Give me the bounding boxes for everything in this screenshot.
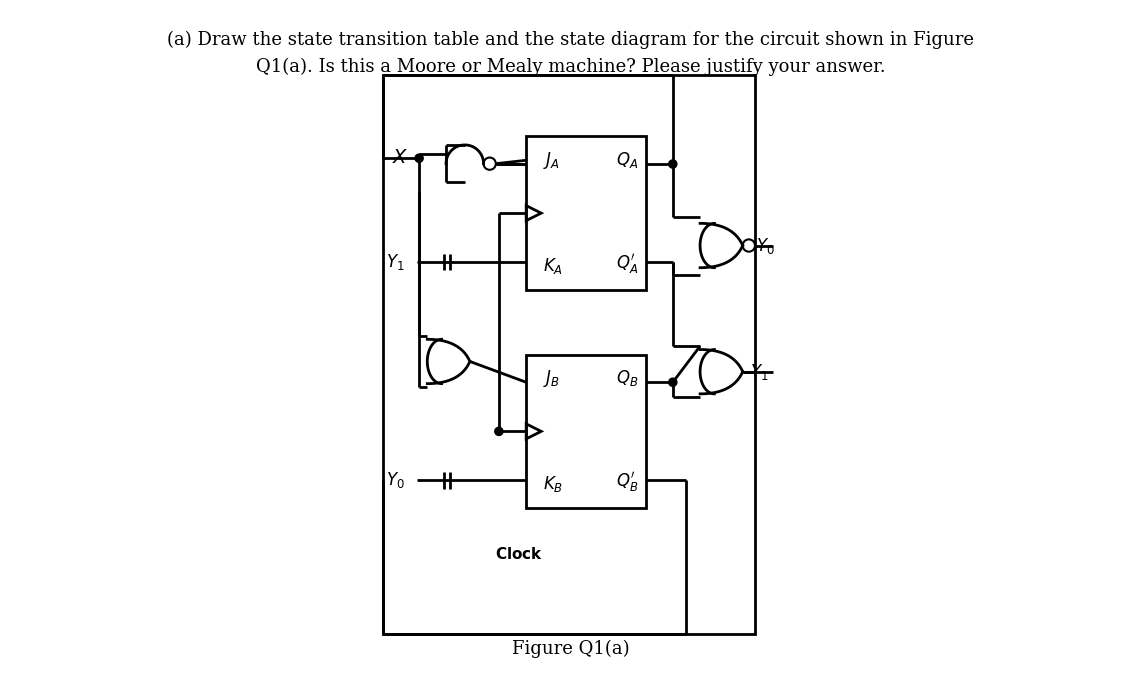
Circle shape <box>495 427 503 436</box>
Text: $\mathbf{Clock}$: $\mathbf{Clock}$ <box>495 546 543 561</box>
Bar <box>383 75 754 634</box>
Text: $J_A$: $J_A$ <box>543 150 560 171</box>
Text: $Y_1$: $Y_1$ <box>750 361 768 382</box>
Text: $K_A$: $K_A$ <box>543 256 564 276</box>
Text: $Q_B$: $Q_B$ <box>616 368 639 388</box>
Circle shape <box>415 154 423 162</box>
Text: Figure Q1(a): Figure Q1(a) <box>511 640 630 658</box>
Text: Q1(a). Is this a Moore or Mealy machine? Please justify your answer.: Q1(a). Is this a Moore or Mealy machine?… <box>256 58 885 76</box>
Circle shape <box>669 160 677 168</box>
Text: $Q_A$: $Q_A$ <box>616 150 639 170</box>
Text: $K_B$: $K_B$ <box>543 475 564 494</box>
Text: $Y_0$: $Y_0$ <box>387 471 405 490</box>
Text: $Y_0$: $Y_0$ <box>756 235 775 256</box>
Bar <box>526 136 646 290</box>
Text: $Q_A'$: $Q_A'$ <box>616 252 639 276</box>
Text: $Q_B'$: $Q_B'$ <box>616 471 639 494</box>
Text: (a) Draw the state transition table and the state diagram for the circuit shown : (a) Draw the state transition table and … <box>167 31 974 49</box>
Text: $X$: $X$ <box>391 149 408 167</box>
Bar <box>526 355 646 508</box>
Circle shape <box>669 378 677 386</box>
Text: $J_B$: $J_B$ <box>543 368 560 389</box>
Text: $Y_1$: $Y_1$ <box>387 252 405 272</box>
